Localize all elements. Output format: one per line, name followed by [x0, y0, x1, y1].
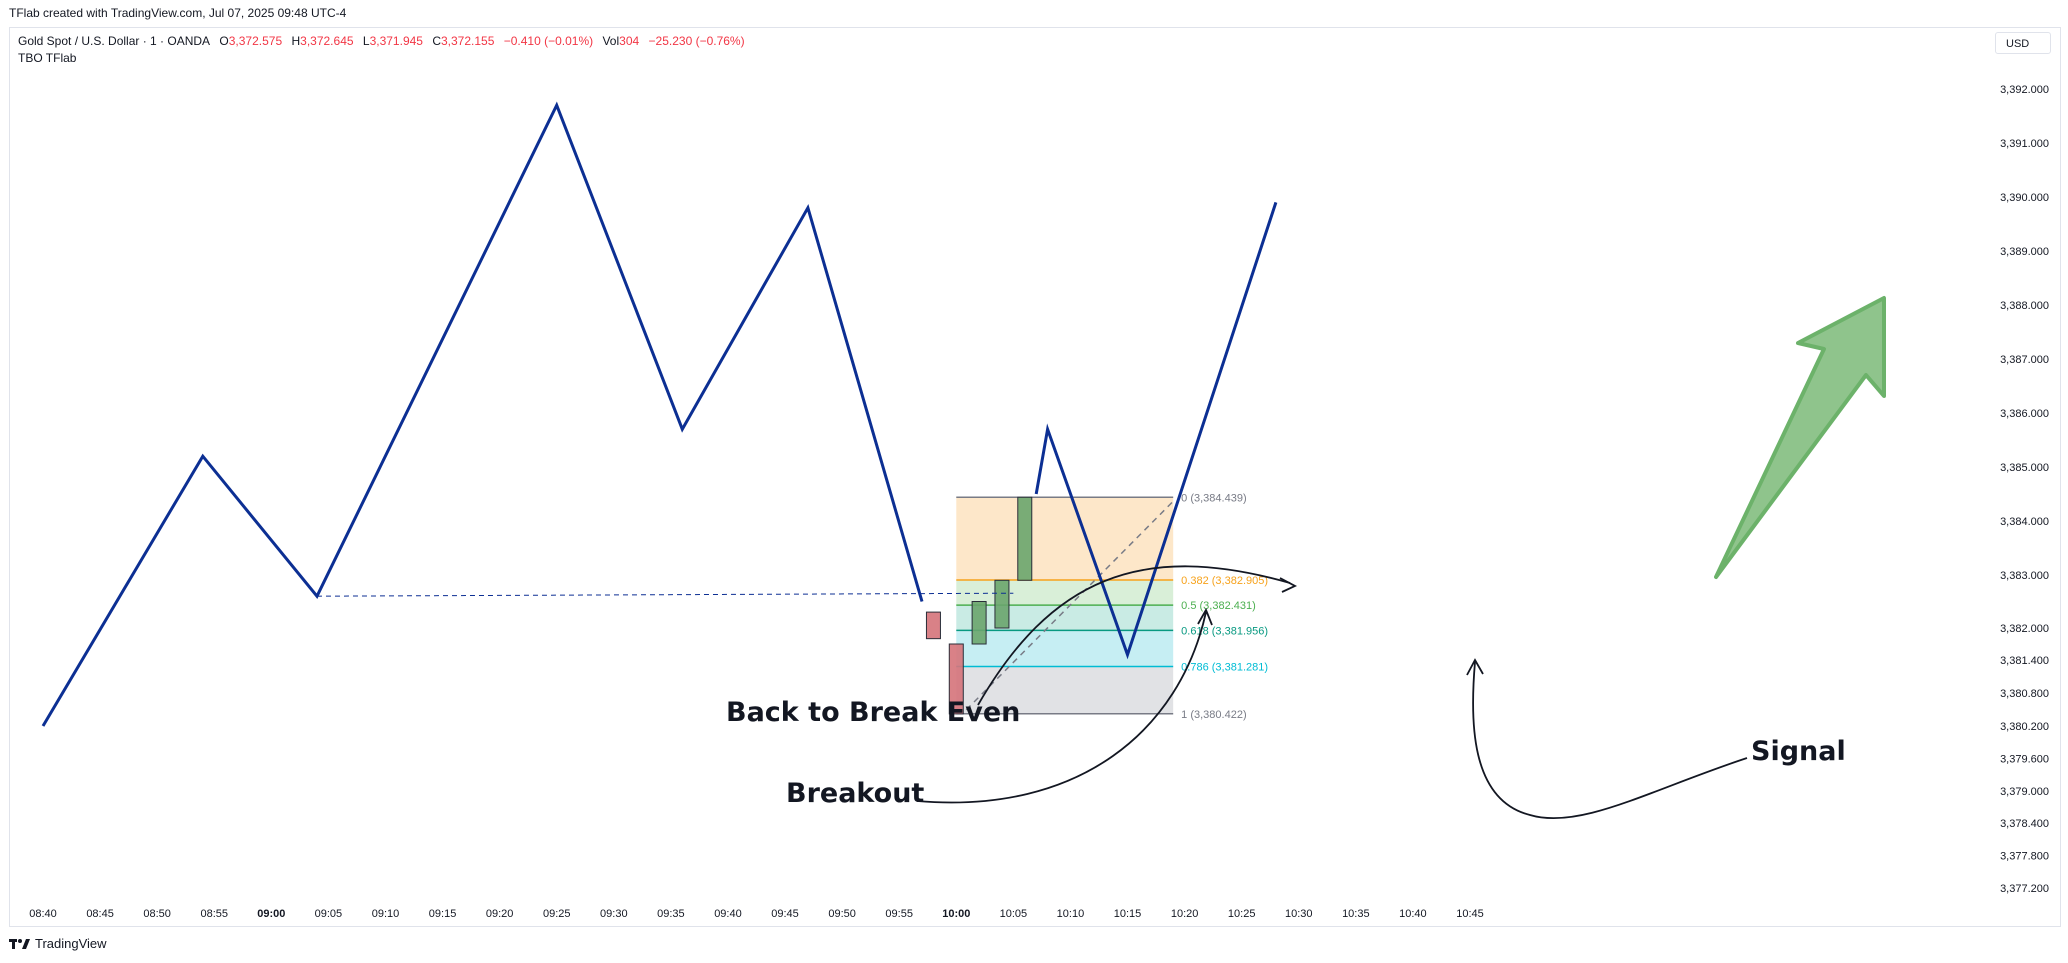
series-line-2: [1034, 201, 1278, 660]
ohlc-open: O3,372.575: [219, 34, 283, 48]
y-tick-label: 3,387.000: [2000, 354, 2049, 366]
candle: [994, 579, 1010, 629]
x-tick-label: 09:45: [771, 908, 799, 920]
ohlc-high: H3,372.645: [291, 34, 354, 48]
y-tick-label: 3,380.800: [2000, 688, 2049, 700]
y-tick-label: 3,384.000: [2000, 516, 2049, 528]
y-tick-label: 3,385.000: [2000, 462, 2049, 474]
price-change: −0.410 (−0.01%): [503, 34, 594, 48]
x-tick-label: 10:05: [1000, 908, 1028, 920]
fib-label-0: 0 (3,384.439): [1181, 492, 1246, 504]
x-tick-label: 09:55: [885, 908, 913, 920]
x-tick-label: 10:20: [1171, 908, 1199, 920]
x-tick-label: 09:15: [429, 908, 457, 920]
x-tick-label: 10:45: [1456, 908, 1484, 920]
fib-zone-0.618: [956, 630, 1174, 667]
candle: [948, 643, 964, 715]
ohlc-low: L3,371.945: [362, 34, 423, 48]
price-axis: 3,392.000 3,391.000 3,390.000 3,389.000 3,38…: [2000, 84, 2049, 895]
y-tick-label: 3,382.000: [2000, 623, 2049, 635]
candle: [1017, 496, 1033, 581]
y-tick-label: 3,380.200: [2000, 721, 2049, 733]
y-tick-label: 3,378.400: [2000, 818, 2049, 830]
x-tick-label: 10:35: [1342, 908, 1370, 920]
x-tick-label: 09:00: [257, 908, 285, 920]
fib-label-1: 1 (3,380.422): [1181, 709, 1246, 721]
candle: [971, 601, 987, 645]
y-tick-label: 3,391.000: [2000, 138, 2049, 150]
y-tick-label: 3,381.400: [2000, 655, 2049, 667]
annotation-signal: Signal: [1751, 736, 1846, 767]
x-tick-label: 09:25: [543, 908, 571, 920]
x-tick-label: 09:05: [315, 908, 343, 920]
tradingview-footer: TradingView: [9, 936, 107, 951]
x-tick-label: 09:20: [486, 908, 514, 920]
arrow-head-break-even: [1279, 577, 1298, 593]
x-tick-label: 10:30: [1285, 908, 1313, 920]
y-tick-label: 3,386.000: [2000, 408, 2049, 420]
x-tick-label: 09:40: [714, 908, 742, 920]
bullish-arrow-icon: [1714, 296, 1886, 579]
fib-label-0.786: 0.786 (3,381.281): [1181, 662, 1268, 674]
indicator-label[interactable]: TBO TFlab: [18, 51, 77, 65]
annotations: Back to Break Even Breakout Signal: [726, 296, 1886, 820]
arrow-curve-signal: [1472, 661, 1748, 820]
x-tick-label: 09:50: [828, 908, 856, 920]
x-tick-label: 09:35: [657, 908, 685, 920]
symbol-legend: Gold Spot / U.S. Dollar · 1 · OANDA O3,3…: [18, 34, 751, 48]
price-line: [41, 101, 1278, 727]
fib-zone-0.786: [956, 666, 1174, 714]
candle: [925, 611, 941, 640]
series-line-1: [41, 101, 924, 727]
currency-button[interactable]: USD: [1995, 32, 2051, 54]
arrow-curve-breakout: [916, 611, 1207, 804]
symbol-name[interactable]: Gold Spot / U.S. Dollar · 1 · OANDA: [18, 34, 211, 48]
fib-label-0.382: 0.382 (3,382.905): [1181, 575, 1268, 587]
y-tick-label: 3,377.800: [2000, 851, 2049, 863]
fib-zone-0: [956, 497, 1174, 581]
candles: [925, 496, 1033, 715]
y-tick-label: 3,377.200: [2000, 883, 2049, 895]
y-tick-label: 3,390.000: [2000, 192, 2049, 204]
y-tick-label: 3,392.000: [2000, 84, 2049, 96]
fib-trend-line: [965, 500, 1174, 711]
x-tick-label: 10:10: [1057, 908, 1085, 920]
x-tick-label: 10:40: [1399, 908, 1427, 920]
y-tick-label: 3,388.000: [2000, 300, 2049, 312]
annotation-back-to-break-even: Back to Break Even: [726, 697, 1020, 728]
breakout-level-line: [316, 592, 1014, 597]
volume-change: −25.230 (−0.76%): [648, 34, 745, 48]
time-axis: 08:40 08:45 08:50 08:55 09:00 09:05 09:10 09:15…: [29, 908, 1484, 920]
x-tick-label: 10:00: [942, 908, 970, 920]
chart-credit: TFlab created with TradingView.com, Jul …: [9, 6, 347, 20]
ohlc-close: C3,372.155: [432, 34, 495, 48]
y-tick-label: 3,379.000: [2000, 786, 2049, 798]
fibonacci-retracement: 0 (3,384.439) 0.382 (3,382.905) 0.5 (3,382…: [956, 492, 1268, 721]
y-tick-label: 3,389.000: [2000, 246, 2049, 258]
y-tick-label: 3,383.000: [2000, 570, 2049, 582]
x-tick-label: 09:30: [600, 908, 628, 920]
tradingview-logo-icon: [9, 938, 30, 949]
annotation-breakout: Breakout: [786, 778, 924, 809]
x-tick-label: 08:40: [29, 908, 57, 920]
x-tick-label: 10:25: [1228, 908, 1256, 920]
x-tick-label: 10:15: [1114, 908, 1142, 920]
x-tick-label: 08:45: [86, 908, 114, 920]
x-tick-label: 08:55: [200, 908, 228, 920]
volume: Vol304: [602, 34, 640, 48]
arrow-head-breakout: [1197, 607, 1213, 626]
arrow-head-signal: [1466, 658, 1484, 676]
fib-zone-0.382: [956, 580, 1174, 606]
footer-brand: TradingView: [35, 936, 107, 951]
arrow-curve-break-even: [977, 565, 1291, 706]
x-tick-label: 09:10: [372, 908, 400, 920]
x-tick-label: 08:50: [143, 908, 171, 920]
chart-frame: [9, 27, 2061, 927]
fib-label-0.5: 0.5 (3,382.431): [1181, 600, 1256, 612]
y-tick-label: 3,379.600: [2000, 753, 2049, 765]
fib-label-0.618: 0.618 (3,381.956): [1181, 625, 1268, 637]
